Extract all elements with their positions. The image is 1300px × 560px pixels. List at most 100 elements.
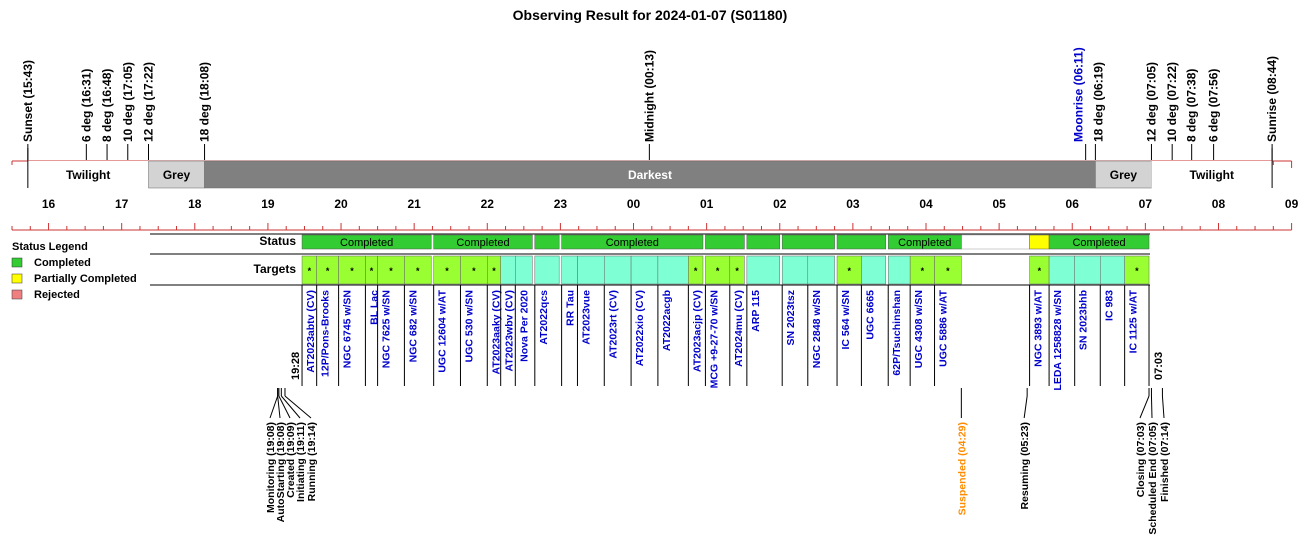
- target-name: BL Lac: [368, 290, 380, 325]
- sky-period-label: Twilight: [1190, 168, 1234, 182]
- axis-tick-label: 20: [334, 197, 348, 211]
- event-label: 12 deg (17:22): [141, 62, 155, 142]
- target-name: AT2022xio (CV): [634, 290, 646, 366]
- status-row: Completed Completed Completed Completed Comp…: [150, 233, 1150, 286]
- axis-tick-label: 07: [1139, 197, 1153, 211]
- status-block-partial: [1029, 234, 1050, 250]
- event-label: 18 deg (06:19): [1091, 62, 1105, 142]
- target-name: AT2023rt (CV): [607, 290, 619, 359]
- sky-period-label: Grey: [163, 168, 191, 182]
- status-block-completed: [887, 234, 962, 250]
- target-name: UGC 5886 w/AT: [938, 289, 950, 366]
- axis-tick-label: 23: [554, 197, 568, 211]
- event-label: 6 deg (16:31): [79, 69, 93, 142]
- target-mark: *: [735, 266, 739, 276]
- sky-period-twilight: [27, 161, 149, 188]
- event-label: Sunrise (08:44): [1265, 56, 1279, 142]
- target-mark: *: [308, 266, 312, 276]
- bottom-event-label: Initiating (19:11): [295, 422, 307, 502]
- target-block-ugc-4308-w-sn: [909, 255, 935, 285]
- target-block-at2022acgb: [657, 255, 689, 285]
- target-mark: *: [921, 266, 925, 276]
- target-block-ngc-7625-w-sn: [377, 255, 405, 285]
- target-name: SN 2023bhb: [1078, 290, 1090, 350]
- target-block-at2023wbv-cv: [500, 255, 516, 285]
- target-name: UGC 530 w/SN: [463, 290, 475, 362]
- bottom-event-label: Monitoring (19:08): [265, 422, 277, 513]
- axis-tick-label: 21: [407, 197, 421, 211]
- bottom-event-leader: [1150, 395, 1153, 419]
- target-block-ngc-682-w-sn: [404, 255, 432, 285]
- legend-swatch-completed: [11, 257, 23, 268]
- target-block-ic-1125-w-at: [1124, 255, 1150, 285]
- target-block-at2023vue: [577, 255, 605, 285]
- target-mark: *: [350, 266, 354, 276]
- bottom-event-label: Closing (07:03): [1135, 422, 1147, 497]
- target-name: NGC 7625 w/SN: [381, 290, 393, 368]
- sky-period-label: Darkest: [628, 168, 672, 182]
- target-name: SN 2023tsz: [785, 290, 797, 345]
- target-name: IC 983: [1103, 290, 1115, 321]
- bottom-event-label: Scheduled End (07:05): [1147, 422, 1159, 535]
- axis-tick-label: 02: [773, 197, 787, 211]
- axis-tick-label: 19: [261, 197, 275, 211]
- axis-tick-label: 16: [42, 197, 56, 211]
- target-block-sn-2023bhb: [1074, 255, 1101, 285]
- target-block-ugc-5886-w-at: [934, 255, 962, 285]
- status-block-completed: [433, 234, 533, 250]
- target-block-ic-983: [1100, 255, 1125, 285]
- event-label: Sunset (15:43): [21, 60, 35, 142]
- bottom-event-leader: [277, 395, 281, 419]
- legend-label: Completed: [34, 257, 91, 269]
- target-block-62p-tsuchinshan: [887, 255, 911, 285]
- target-name: AT2022qcs: [538, 290, 550, 345]
- target-name: AT2023acjp (CV): [691, 290, 703, 372]
- target-name: AT2023wbv (CV): [504, 290, 516, 372]
- target-block-arp-115: [746, 255, 781, 285]
- target-block-ugc-530-w-sn: [460, 255, 488, 285]
- target-name: AT2023vue: [580, 290, 592, 345]
- axis-tick-label: 09: [1285, 197, 1299, 211]
- chart-title: Observing Result for 2024-01-07 (S01180): [513, 7, 788, 23]
- target-block-leda-1258828-w-sn: [1048, 255, 1075, 285]
- target-mark: *: [946, 266, 950, 276]
- status-block-completed: [705, 234, 745, 250]
- targets-row-label: Targets: [254, 262, 297, 276]
- target-mark: *: [472, 266, 476, 276]
- target-mark: *: [389, 266, 393, 276]
- bottom-event-leader: [269, 395, 279, 419]
- target-name: NGC 2848 w/SN: [811, 290, 823, 368]
- legend-label: Partially Completed: [34, 273, 137, 285]
- event-label: 12 deg (07:05): [1144, 62, 1158, 142]
- target-mark: *: [847, 266, 851, 276]
- event-label: 10 deg (17:05): [121, 62, 135, 142]
- targets-row: * AT2023abtv (CV) * 12P/Pons-Brooks * NGC 674…: [290, 255, 1165, 391]
- event-label: 8 deg (07:38): [1185, 69, 1199, 142]
- target-block-ic-564-w-sn: [836, 255, 862, 285]
- axis-tick-label: 01: [700, 197, 714, 211]
- bottom-event-leader: [1023, 395, 1028, 419]
- event-label: 6 deg (07:56): [1207, 69, 1221, 142]
- bottom-event-leader: [280, 395, 301, 419]
- status-gap: [961, 234, 1030, 250]
- legend-swatch-rejected: [11, 289, 23, 300]
- legend-title: Status Legend: [12, 241, 88, 253]
- target-name: UGC 6665: [864, 290, 876, 340]
- target-name: NGC 6745 w/SN: [342, 290, 354, 368]
- target-block-ngc-2848-w-sn: [807, 255, 835, 285]
- status-block-completed: [781, 234, 835, 250]
- event-label: Midnight (00:13): [642, 50, 656, 142]
- status-block-label: Completed: [1072, 237, 1125, 249]
- target-name: AT2024mu (CV): [733, 290, 745, 367]
- sky-period-darkest: [204, 160, 1096, 189]
- target-name: 12P/Pons-Brooks: [320, 290, 332, 377]
- axis-tick-label: 05: [992, 197, 1006, 211]
- target-name: 62P/Tsuchinshan: [891, 290, 903, 376]
- target-name: AT2023aaky (CV): [490, 290, 502, 374]
- status-block-label: Completed: [456, 237, 509, 249]
- status-block-completed: [561, 234, 704, 250]
- target-block-at2024mu-cv: [729, 255, 745, 285]
- status-row-label: Status: [259, 234, 296, 248]
- event-label: 10 deg (07:22): [1165, 62, 1179, 142]
